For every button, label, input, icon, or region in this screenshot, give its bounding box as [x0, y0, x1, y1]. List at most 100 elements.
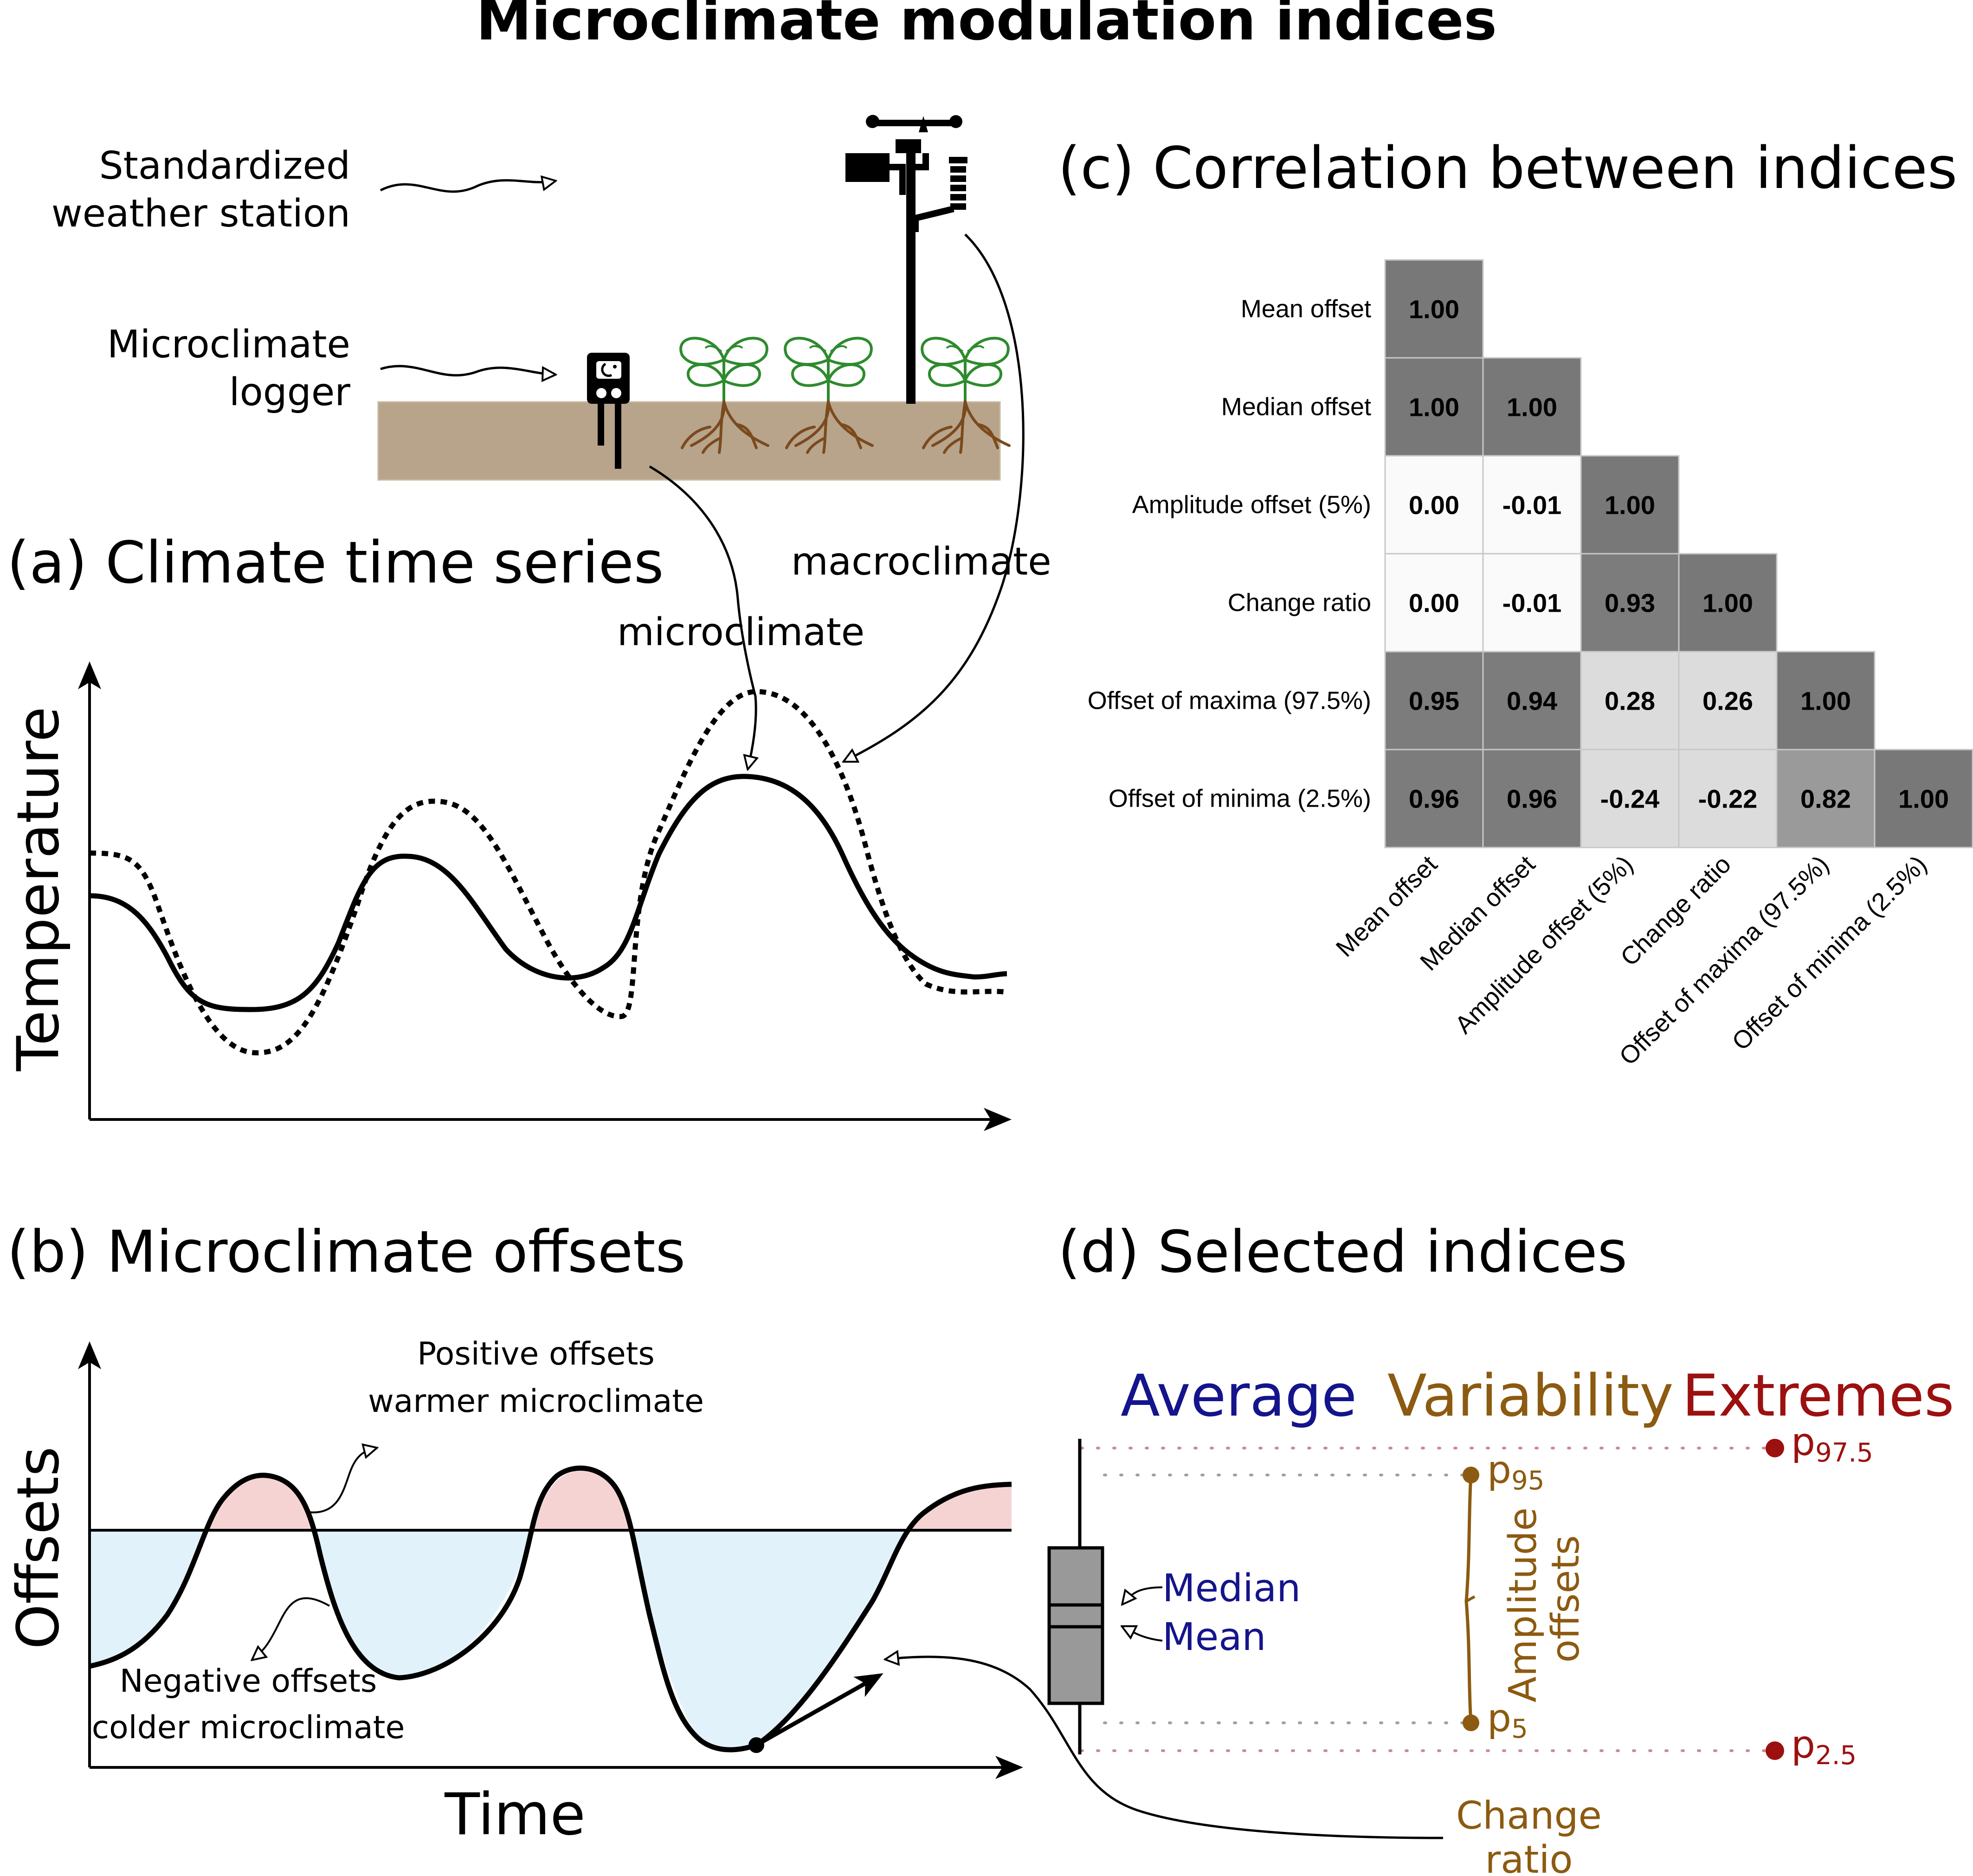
p95-label: p95	[1487, 1448, 1544, 1496]
station-label-line1: Standardized	[99, 144, 350, 188]
station-pointer-arrow	[380, 180, 555, 193]
amplitude-label: Amplitude offsets	[1501, 1495, 1588, 1702]
heatmap-cell-value: 0.93	[1605, 589, 1655, 618]
heatmap-row-label: Offset of maxima (97.5%)	[1088, 687, 1371, 715]
panel-b-ylabel: Offsets	[5, 1446, 72, 1649]
negative-label-line1: Negative offsets	[120, 1663, 377, 1700]
panel-c: (c) Correlation between indices 1.00 1.00…	[1058, 135, 1973, 1071]
mean-label: Mean	[1162, 1615, 1266, 1659]
macro-arrow	[845, 233, 1025, 761]
heatmap-cell	[1482, 553, 1582, 653]
p5-label: p5	[1487, 1696, 1528, 1744]
heatmap-row-label: Amplitude offset (5%)	[1132, 491, 1371, 519]
heatmap-cell	[1776, 651, 1876, 750]
heatmap-cell-value: -0.22	[1698, 784, 1758, 814]
median-label: Median	[1162, 1566, 1301, 1611]
heatmap-cell-value: 1.00	[1800, 686, 1851, 716]
heatmap-cell-value: 1.00	[1409, 393, 1459, 422]
positive-label-line1: Positive offsets	[417, 1336, 655, 1372]
heatmap-cell	[1580, 553, 1680, 653]
panel-b-xlabel: Time	[444, 1781, 585, 1848]
negative-pointer-arrow	[253, 1597, 330, 1659]
negative-label-line2: colder microclimate	[92, 1709, 405, 1746]
heatmap-cell-value: 0.95	[1409, 686, 1459, 716]
macroclimate-series	[89, 689, 1007, 1055]
heatmap-cell	[1482, 357, 1582, 457]
heatmap-cell	[1384, 259, 1484, 359]
heatmap-column-label: Amplitude offset (5%)	[1450, 850, 1638, 1039]
logger-label-line2: logger	[229, 370, 351, 414]
panel-c-title: (c) Correlation between indices	[1058, 135, 1957, 202]
logger-label-line1: Microclimate	[107, 323, 350, 367]
median-pointer	[1123, 1586, 1163, 1604]
panel-a-title: (a) Climate time series	[7, 530, 664, 596]
change-ratio-tangent	[755, 1673, 883, 1747]
heatmap-cell	[1874, 749, 1973, 848]
panel-a: (a) Climate time series Temperature	[5, 530, 1012, 1131]
amplitude-bracket	[1463, 1467, 1479, 1731]
heatmap-column-label: Offset of minima (2.5%)	[1727, 850, 1932, 1056]
microclimate-series	[89, 774, 1007, 1012]
schematic: Standardized weather station Microclimat…	[52, 115, 1051, 769]
heatmap-cell-value: 0.26	[1702, 686, 1753, 716]
amplitude-label-line1: Amplitude	[1501, 1507, 1545, 1702]
change-ratio-arrow	[886, 1657, 1444, 1839]
panel-b: (b) Microclimate offsets Offsets Time Po…	[5, 1219, 1023, 1848]
weather-station-icon	[845, 115, 967, 404]
p975-dot	[1766, 1439, 1784, 1457]
heatmap-cell	[1482, 455, 1582, 555]
heatmap-cell	[1580, 749, 1680, 848]
heatmap-cell-value: 0.00	[1409, 491, 1459, 520]
heatmap-cell-value: 1.00	[1898, 784, 1949, 814]
heatmap-cell-value: 0.28	[1605, 686, 1655, 716]
logger-pointer-arrow	[380, 365, 555, 375]
heatmap-cell	[1384, 357, 1484, 457]
panel-d: (d) Selected indices Average Variability…	[886, 1219, 1954, 1876]
heatmap-row-label: Mean offset	[1241, 295, 1371, 323]
heatmap-cell	[1482, 651, 1582, 750]
correlation-heatmap: 1.00 1.00 1.00 0.00 -0.01 1.00 0.00 -0.01 0.93 1.…	[1088, 259, 1973, 1071]
heatmap-cell	[1384, 553, 1484, 653]
positive-label-line2: warmer microclimate	[368, 1383, 704, 1420]
positive-offset-area	[206, 1470, 1012, 1530]
heatmap-row-label: Median offset	[1221, 393, 1371, 421]
negative-offset-area	[90, 1530, 905, 1752]
panel-b-title: (b) Microclimate offsets	[7, 1219, 685, 1286]
heatmap-cell-value: 1.00	[1409, 295, 1459, 324]
panel-d-title: (d) Selected indices	[1058, 1219, 1627, 1286]
panel-a-ylabel: Temperature	[5, 706, 72, 1071]
heatmap-column-label: Offset of maxima (97.5%)	[1614, 850, 1834, 1071]
heatmap-cell-value: 0.96	[1409, 784, 1459, 814]
heatmap-cell-value: 1.00	[1702, 589, 1753, 618]
header-extremes: Extremes	[1682, 1363, 1954, 1430]
mean-pointer	[1123, 1627, 1163, 1642]
heatmap-cell	[1580, 455, 1680, 555]
heatmap-cell-value: 0.96	[1507, 784, 1557, 814]
heatmap-cell-value: 0.00	[1409, 589, 1459, 618]
offset-series	[89, 1465, 1012, 1753]
positive-pointer-arrow	[308, 1448, 376, 1514]
header-average: Average	[1121, 1363, 1357, 1430]
heatmap-cell	[1384, 651, 1484, 750]
heatmap-cell	[1384, 749, 1484, 848]
heatmap-row-label: Change ratio	[1228, 589, 1371, 617]
heatmap-cell	[1678, 553, 1778, 653]
p25-dot	[1766, 1741, 1784, 1760]
p975-label: p97.5	[1791, 1420, 1873, 1468]
logger-icon	[587, 353, 630, 469]
heatmap-row-label: Offset of minima (2.5%)	[1109, 785, 1371, 813]
heatmap-cell	[1776, 749, 1876, 848]
p25-label: p2.5	[1791, 1723, 1857, 1771]
heatmap-cell-value: -0.24	[1600, 784, 1660, 814]
change-label-line2: ratio	[1485, 1838, 1573, 1876]
heatmap-cell-value: 1.00	[1605, 491, 1655, 520]
change-label-line1: Change	[1456, 1794, 1602, 1838]
header-variability: Variability	[1387, 1363, 1674, 1430]
heatmap-cell	[1482, 749, 1582, 848]
heatmap-cell-value: 1.00	[1507, 393, 1557, 422]
boxplot	[1047, 1439, 1104, 1754]
station-label-line2: weather station	[52, 192, 350, 236]
micro-arrow	[649, 465, 756, 768]
amplitude-label-line2: offsets	[1544, 1535, 1588, 1663]
